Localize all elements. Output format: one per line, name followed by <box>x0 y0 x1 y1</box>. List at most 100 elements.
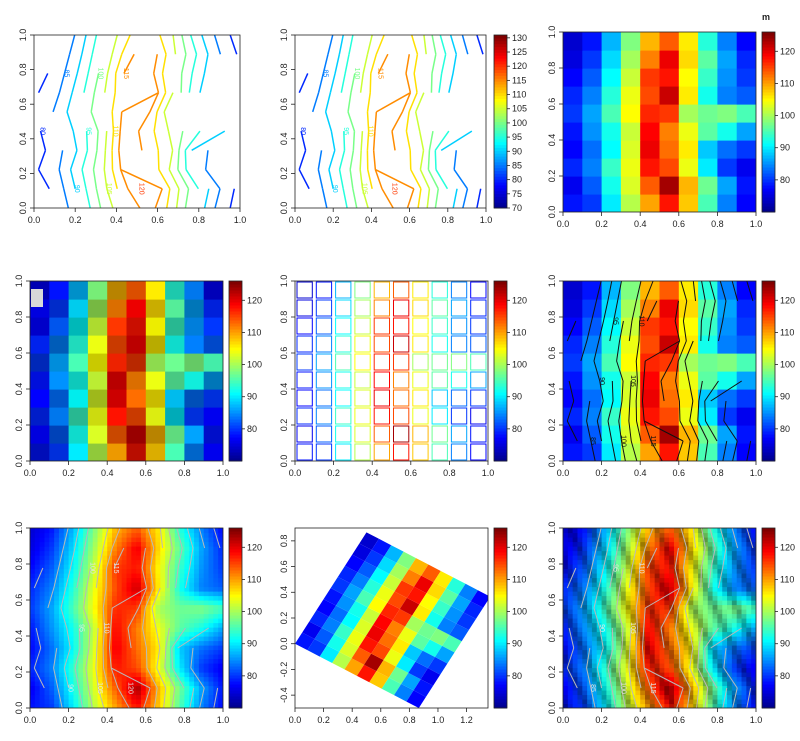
surface-cell <box>727 528 733 534</box>
colorbar-frame <box>493 34 508 209</box>
surface-cell <box>218 699 223 705</box>
surface-cell <box>198 591 205 597</box>
surface-cell <box>741 627 747 633</box>
surface-cell <box>727 645 733 651</box>
surface-cell <box>736 685 743 691</box>
contour-line <box>177 547 183 569</box>
surface-cell <box>194 595 200 601</box>
heatmap-cell <box>126 335 147 354</box>
surface-cell <box>587 658 593 664</box>
surface-cell <box>649 676 656 682</box>
surface-cell <box>572 649 579 655</box>
grid-cell-outline <box>412 389 429 407</box>
colorbar-swatch <box>762 104 775 108</box>
surface-cell <box>68 546 75 552</box>
contour-label: 100 <box>353 68 360 80</box>
surface-cell <box>165 546 171 552</box>
surface-cell <box>664 690 670 696</box>
surface-cell <box>34 690 41 696</box>
surface-cell <box>131 627 137 633</box>
surface-cell <box>208 532 214 538</box>
surface-cell <box>165 528 171 534</box>
surface-cell <box>567 703 574 708</box>
surface-cell <box>194 568 200 574</box>
heatmap-cell <box>601 50 622 69</box>
contour-line <box>158 169 171 190</box>
colorbar-swatch <box>762 59 775 63</box>
colorbar-swatch <box>762 317 775 321</box>
surface-cell <box>102 681 108 687</box>
surface-cell <box>44 537 50 543</box>
surface-cell <box>640 577 646 583</box>
surface-cell <box>654 564 661 570</box>
colorbar-swatch <box>229 323 242 327</box>
surface-cell <box>140 627 147 633</box>
surface-cell <box>563 568 569 574</box>
surface-cell <box>567 681 574 687</box>
surface-cell <box>218 663 223 669</box>
y-tick-label: 0.4 <box>18 133 28 146</box>
surface-cell <box>591 577 598 583</box>
surface-cell <box>746 658 752 664</box>
surface-cell <box>678 636 685 642</box>
surface-cell <box>645 703 651 708</box>
surface-cell <box>174 604 181 610</box>
surface-cell <box>741 613 747 619</box>
surface-cell <box>673 645 680 651</box>
heatmap-cell <box>341 612 361 630</box>
surface-cell <box>145 645 152 651</box>
surface-cell <box>83 676 89 682</box>
surface-cell <box>155 627 161 633</box>
surface-cell <box>34 649 41 655</box>
contour-line <box>151 587 161 609</box>
heatmap-cell <box>165 407 185 426</box>
y-tick-label: 0.0 <box>279 202 289 215</box>
surface-cell <box>664 676 670 682</box>
colorbar-swatch <box>229 696 242 700</box>
surface-cell <box>87 595 94 601</box>
surface-cell <box>68 618 75 624</box>
surface-cell <box>184 595 190 601</box>
colorbar-swatch <box>229 443 242 447</box>
grid-cell-outline <box>373 425 391 443</box>
surface-cell <box>717 622 723 628</box>
surface-cell <box>184 586 190 592</box>
surface-cell <box>616 654 622 660</box>
surface-cell <box>68 658 75 664</box>
surface-cell <box>150 609 157 615</box>
surface-cell <box>126 559 132 565</box>
surface-cell <box>97 577 103 583</box>
plot-frame <box>562 280 757 462</box>
surface-cell <box>722 672 728 678</box>
colorbar-swatch <box>494 353 507 357</box>
surface-cell <box>34 667 41 673</box>
surface-cell <box>63 618 70 624</box>
surface-cell <box>203 550 210 556</box>
surface-cell <box>213 681 219 687</box>
surface-cell <box>165 609 171 615</box>
surface-cell <box>208 681 214 687</box>
surface-cell <box>145 640 152 646</box>
heatmap-cell <box>126 443 147 461</box>
contour-label: 100 <box>88 562 95 574</box>
contour-line <box>37 73 49 93</box>
surface-cell <box>688 618 694 624</box>
surface-cell <box>30 663 36 669</box>
heatmap-cell <box>582 425 603 444</box>
contour-line <box>108 647 112 669</box>
surface-cell <box>194 636 200 642</box>
heatmap-cell <box>30 407 50 426</box>
heatmap-cell <box>601 281 622 300</box>
heatmap-cell <box>376 660 396 678</box>
surface-cell <box>121 694 128 700</box>
surface-cell <box>136 703 142 708</box>
colorbar-swatch <box>494 678 507 682</box>
contour-line <box>113 547 125 569</box>
surface-cell <box>596 685 603 691</box>
surface-cell <box>712 667 718 673</box>
surface-cell <box>727 618 733 624</box>
surface-cell <box>693 555 699 561</box>
surface-cell <box>688 681 694 687</box>
surface-cell <box>567 532 574 538</box>
colorbar-tick-label: 80 <box>780 424 790 434</box>
